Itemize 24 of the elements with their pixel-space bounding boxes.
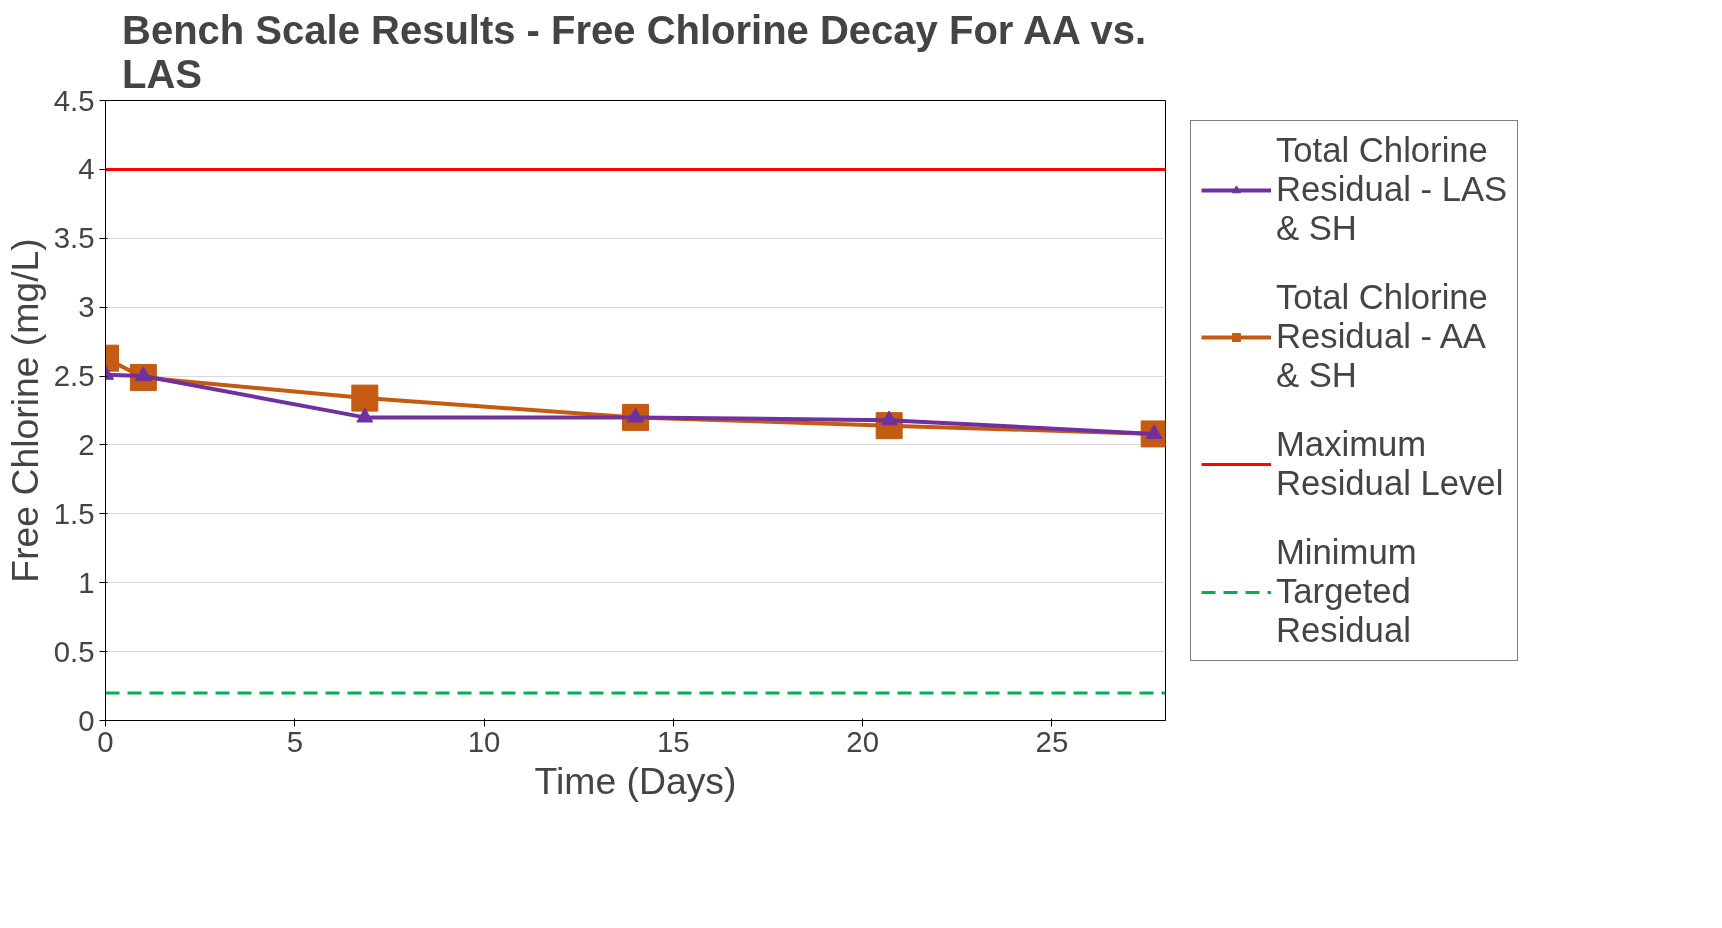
legend-label: Maximum Residual Level (1276, 425, 1504, 503)
y-tick-label: 3.5 (53, 221, 95, 255)
y-axis-title: Free Chlorine (mg/L) (3, 238, 46, 583)
legend-label: Total Chlorine Residual - AA & SH (1276, 278, 1488, 395)
y-tick-label: 0 (78, 703, 95, 737)
point (356, 407, 374, 423)
x-axis-title: Time (Days) (534, 759, 737, 802)
y-tick-label: 1.5 (53, 496, 95, 530)
y-tick-label: 0.5 (53, 634, 95, 668)
y-tick-label: 2.5 (53, 359, 95, 393)
y-tick-label: 4.5 (53, 83, 95, 117)
legend-label: Total Chlorine Residual - LAS & SH (1276, 131, 1508, 248)
y-tick-label: 1 (78, 565, 95, 599)
x-tick-label: 25 (1035, 724, 1069, 758)
point (351, 384, 379, 412)
y-tick-label: 4 (78, 152, 95, 186)
legend-label: Minimum Targeted Residual (1276, 533, 1417, 650)
x-tick-label: 20 (846, 724, 879, 758)
y-tick-label: 2 (78, 427, 95, 461)
x-tick-label: 15 (657, 724, 690, 758)
chart-title: Bench Scale Results - Free Chlorine Decay For AA vs. LAS (121, 7, 1147, 96)
y-tick-label: 3 (78, 290, 95, 324)
x-tick-label: 10 (467, 724, 501, 758)
x-tick-label: 5 (286, 724, 303, 758)
